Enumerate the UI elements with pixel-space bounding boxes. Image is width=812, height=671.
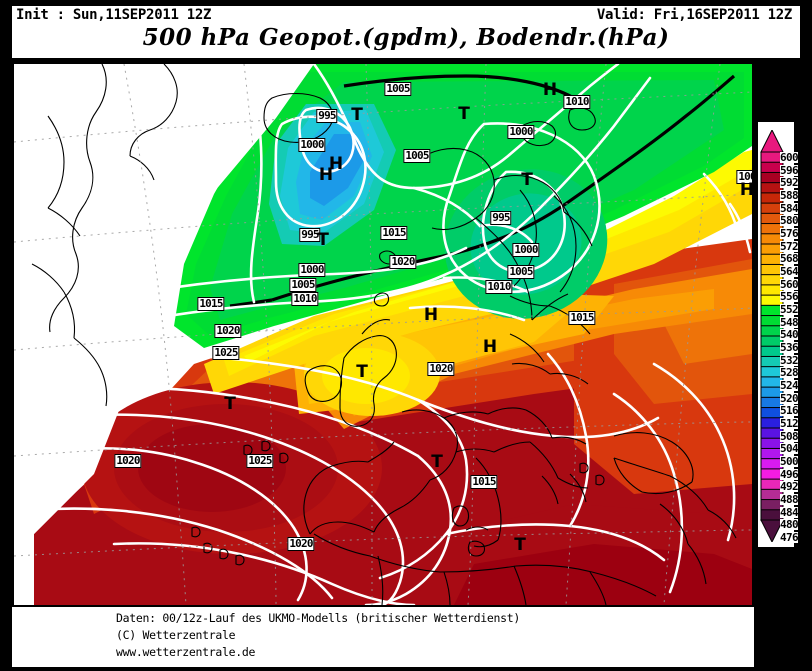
pressure-mark-low: T (521, 170, 533, 190)
colorbar-tick-label: 500 (780, 455, 799, 468)
colorbar-tick-label: 480 (780, 518, 799, 532)
colorbar-tick-label: 528 (780, 366, 799, 380)
isobar-label: 1015 (470, 475, 498, 489)
weather-map: 1005 1010 1000 995 1005 1000 1000 995 10… (12, 62, 754, 607)
colorbar-tick-label: 540 (780, 328, 799, 342)
colorbar-tick-label: 524 (780, 379, 799, 392)
page-title: 500 hPa Geopot.(gpdm), Bodendr.(hPa) (142, 24, 670, 51)
isobar-label: 995 (299, 228, 321, 242)
isobar-label: 1025 (246, 454, 274, 468)
colorbar-tick-label: 588 (780, 189, 799, 202)
isobar-label: 1000 (507, 125, 535, 139)
isobar-label: 1015 (380, 226, 408, 240)
pressure-mark-low: T (431, 452, 443, 472)
colorbar-tick-label: 516 (780, 404, 799, 418)
pressure-mark-low: T (317, 230, 329, 250)
pressure-mark-high: H (482, 337, 498, 357)
colorbar-tick-label: 568 (780, 252, 799, 266)
isobar-label: 1005 (384, 82, 412, 96)
colorbar-tick-label: 564 (780, 265, 799, 278)
isobar-label: 1000 (512, 243, 540, 257)
isobar-label: 1020 (389, 255, 417, 269)
init-time-label: Init : Sun,11SEP2011 12Z (16, 7, 212, 23)
colorbar-tick-label: 508 (780, 429, 799, 443)
geopotential-fill (14, 64, 752, 605)
isobar-label: 1020 (214, 324, 242, 338)
pressure-mark-high: H (318, 165, 334, 185)
isobar-label: 1000 (298, 138, 326, 152)
isobar-label: 1000 (736, 170, 752, 184)
colorbar-tick-label: 600 (780, 151, 799, 164)
colorbar-swatches (760, 130, 784, 542)
colorbar-tick-label: 560 (780, 277, 799, 291)
map-canvas (14, 64, 752, 605)
latlon-grid (14, 64, 752, 605)
chart-footer: Daten: 00/12z-Lauf des UKMO-Modells (bri… (12, 607, 754, 667)
chart-header: Init : Sun,11SEP2011 12Z Valid: Fri,16SE… (12, 6, 800, 58)
isobar-label: 1005 (289, 278, 317, 292)
isobar-label: 1005 (507, 265, 535, 279)
colorbar-tick-label: 488 (780, 493, 799, 506)
footer-website[interactable]: www.wetterzentrale.de (116, 645, 256, 659)
pressure-mark-high: H (542, 80, 558, 100)
map-clip: 1005 1010 1000 995 1005 1000 1000 995 10… (14, 64, 752, 605)
pressure-mark-low: T (356, 362, 368, 382)
isobar-label: 1020 (114, 454, 142, 468)
pressure-mark-low: T (458, 104, 470, 124)
colorbar-tick-label: 520 (780, 391, 799, 405)
colorbar-tick-label: 476 (780, 531, 799, 544)
colorbar-tick-label: 492 (780, 480, 799, 494)
colorbar-tick-label: 512 (780, 417, 799, 430)
isobar-label: 1020 (427, 362, 455, 376)
colorbar-tick-label: 596 (780, 163, 799, 177)
pressure-mark-low: T (224, 394, 236, 414)
colorbar-tick-label: 580 (780, 214, 799, 228)
isobar-label: 1020 (287, 537, 315, 551)
pressure-mark-high: H (740, 180, 752, 200)
colorbar-tick-label: 572 (780, 239, 799, 253)
colorbar-tick-label: 556 (780, 290, 799, 304)
isobar-label: 1010 (563, 95, 591, 109)
isobar-label: 1010 (485, 280, 513, 294)
colorbar-tick-label: 576 (780, 227, 799, 240)
footer-copyright: (C) Wetterzentrale (116, 628, 236, 642)
colorbar-tick-label: 484 (780, 505, 799, 519)
colorbar-tick-label: 552 (780, 303, 799, 316)
isobar-label: 1015 (568, 311, 596, 325)
isobar-label: 1010 (291, 292, 319, 306)
pressure-mark-high: H (328, 154, 344, 174)
colorbar-tick-label: 592 (780, 176, 799, 190)
colorbar-tick-label: 532 (780, 353, 799, 367)
isobar-label: 1015 (197, 297, 225, 311)
coastlines (31, 64, 737, 605)
colorbar-tick-label: 496 (780, 467, 799, 481)
valid-time-label: Valid: Fri,16SEP2011 12Z (596, 7, 792, 23)
colorbar-tick-label: 504 (780, 442, 799, 456)
isobar-label: 995 (316, 109, 338, 123)
isobars (14, 64, 752, 605)
isobar-label: 995 (490, 211, 512, 225)
colorbar: 600 596 592 588 584 580 576 572 568 564 560 556 552 5… (756, 62, 812, 607)
colorbar-tick-label: 584 (780, 201, 799, 215)
bold-isobar-north (343, 74, 575, 100)
isobar-label: 1005 (403, 149, 431, 163)
colorbar-tick-label: 536 (780, 341, 799, 354)
pressure-mark-low: T (351, 105, 363, 125)
isobar-label: 1025 (212, 346, 240, 360)
isobar-label: 1000 (298, 263, 326, 277)
colorbar-tick-label: 548 (780, 315, 799, 329)
pressure-mark-low: T (514, 535, 526, 555)
footer-data-source: Daten: 00/12z-Lauf des UKMO-Modells (bri… (116, 611, 521, 625)
pressure-mark-high: H (423, 305, 439, 325)
